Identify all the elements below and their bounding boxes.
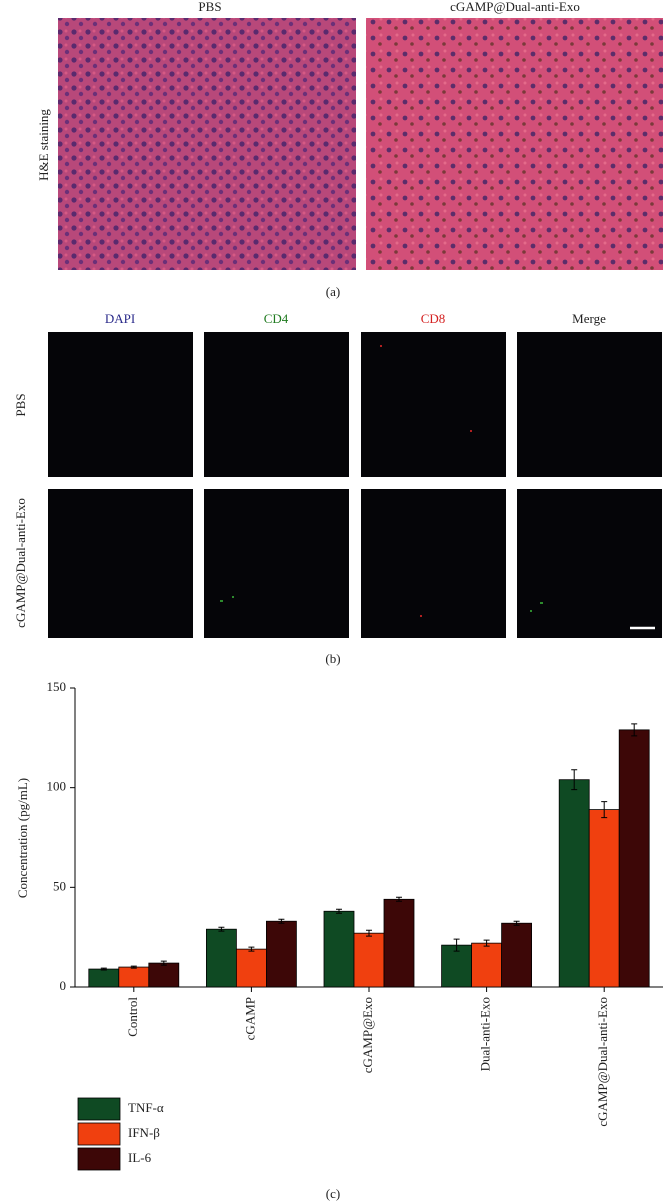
micrograph [366,18,663,270]
y-tick-label: 0 [60,978,67,993]
row-label: cGAMP@Dual-anti-Exo [13,498,28,628]
x-tick-label: cGAMP [242,997,257,1040]
error-bar [218,926,225,932]
error-bar [278,918,285,924]
error-bar [160,960,167,966]
micrograph [48,489,193,638]
error-bar [483,939,490,947]
bar [353,932,385,988]
dot [540,602,543,604]
bar [265,920,297,988]
row-label: PBS [13,393,28,416]
cd4-signal [220,596,543,612]
legend-label: IL-6 [128,1150,152,1165]
dot [530,610,532,612]
error-bar [336,908,342,914]
error-bar [631,723,638,737]
error-bar [396,896,402,902]
micrograph [204,489,349,638]
bar [118,966,150,988]
dot [380,345,382,347]
column-label: cGAMP@Dual-anti-Exo [450,0,580,14]
y-tick-label: 50 [53,878,66,893]
legend-label: TNF-α [128,1100,164,1115]
fluorescence-grid [48,332,662,638]
y-axis-label: Concentration (pg/mL) [15,778,30,898]
column-label: DAPI [105,311,135,326]
y-tick-label: 150 [47,679,67,694]
error-bar [601,801,608,819]
error-bar [513,920,520,926]
legend-label: IFN-β [128,1125,160,1140]
bar [501,922,533,988]
y-tick-label: 100 [47,779,67,794]
micrograph [517,489,662,638]
error-bar [248,946,255,952]
bar [588,809,620,988]
dot [232,596,234,598]
x-tick-label: cGAMP@Exo [360,997,375,1073]
bar [471,942,503,988]
legend-swatch [77,1122,121,1146]
dot [470,430,472,432]
column-label: CD8 [421,311,446,326]
cd8-signal [380,345,472,617]
error-bar [100,967,107,971]
dot [420,615,422,617]
error-bar [366,929,372,937]
bar [441,944,473,988]
error-bar [453,938,460,952]
micrograph [517,332,662,477]
bar [88,968,120,988]
x-tick-label: Dual-anti-Exo [478,997,493,1071]
micrograph [58,18,356,270]
legend-swatch [77,1097,121,1121]
x-tick-label: Control [125,997,140,1037]
bar [235,948,267,988]
column-label: PBS [198,0,221,14]
bar [148,962,180,988]
micrograph [48,332,193,477]
dot [220,600,223,602]
error-bar [130,965,137,969]
bar [558,779,590,988]
column-label: Merge [572,311,606,326]
column-label: CD4 [264,311,289,326]
bar [383,898,415,988]
panel-caption: (a) [326,284,340,299]
bar [323,910,355,988]
micrograph [361,489,506,638]
micrograph [361,332,506,477]
error-bar [571,769,578,791]
legend-swatch [77,1147,121,1171]
panel-caption: (b) [325,651,340,666]
x-tick-label: cGAMP@Dual-anti-Exo [595,997,610,1127]
micrograph [204,332,349,477]
row-label: H&E staining [36,109,51,181]
bar [205,928,237,988]
panel-caption: (c) [326,1186,340,1201]
bar [618,729,650,988]
